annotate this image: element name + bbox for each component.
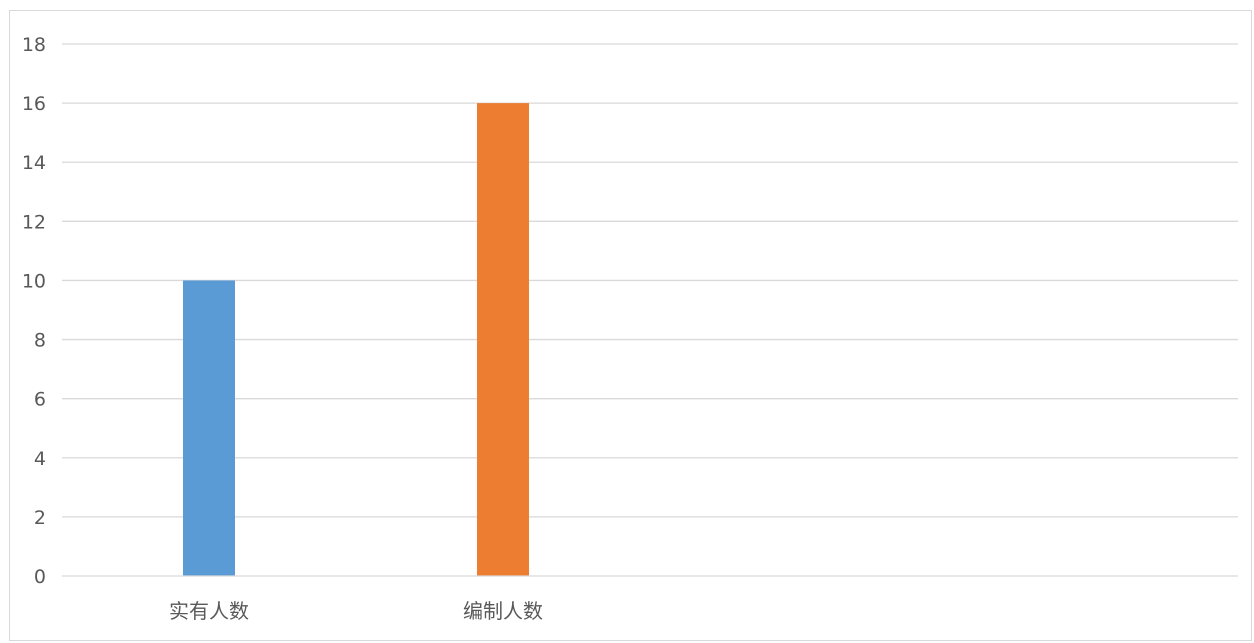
gridlines [62, 43, 1238, 518]
y-tick-label: 6 [34, 389, 46, 411]
x-axis-category-labels: 实有人数 编制人数 [169, 599, 543, 623]
y-tick-label: 12 [22, 211, 46, 233]
y-tick-label: 18 [22, 34, 46, 56]
y-axis-tick-labels: 0 2 4 6 8 10 12 14 16 18 [22, 34, 46, 588]
y-tick-label: 10 [22, 270, 46, 292]
x-category-label: 实有人数 [169, 599, 249, 623]
y-tick-label: 8 [34, 330, 46, 352]
y-tick-label: 2 [34, 507, 46, 529]
bar-1 [477, 103, 529, 576]
x-category-label: 编制人数 [463, 599, 543, 623]
bars [183, 103, 529, 576]
y-tick-label: 0 [34, 566, 46, 588]
bar-0 [183, 280, 235, 576]
y-tick-label: 4 [34, 448, 46, 470]
y-tick-label: 16 [22, 93, 46, 115]
y-tick-label: 14 [22, 152, 46, 174]
